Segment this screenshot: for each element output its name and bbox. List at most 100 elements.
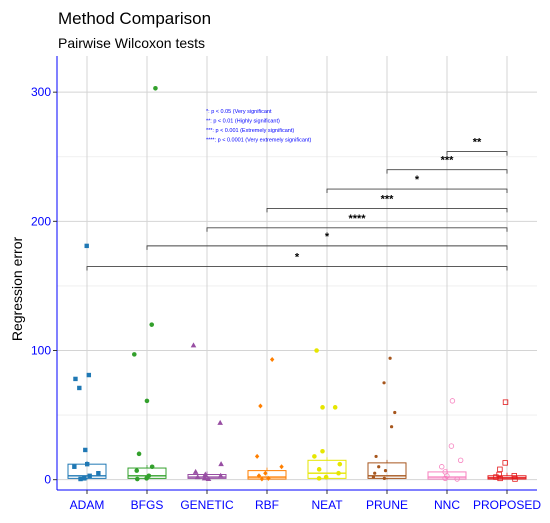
significance-legend-line: ***: p < 0.001 (Extremely significant) [206, 128, 294, 134]
comparison-bracket [326, 188, 508, 194]
data-point-rbf [254, 453, 260, 459]
data-point-bfgs [149, 464, 155, 470]
data-point-neat [316, 467, 322, 472]
data-point-nnc [457, 457, 464, 463]
data-point-genetic [202, 471, 209, 477]
data-point-bfgs [131, 352, 137, 357]
data-point-prune [383, 469, 388, 473]
data-point-neat [314, 348, 319, 353]
significance-legend-line: *: p < 0.05 (Very significant [206, 109, 272, 115]
x-tick-label: PRUNE [366, 498, 408, 512]
x-tick-label: GENETIC [180, 498, 234, 512]
significance-legend-line: **: p < 0.01 (Highly significant) [206, 119, 280, 125]
data-point-prune [374, 454, 378, 459]
comparison-label: *** [381, 193, 395, 205]
x-tick-label: NNC [434, 498, 460, 512]
axes: 0 100 200 300 ADAM BFGS GENETIC RBF NEAT PRUNE NNC… [31, 56, 541, 512]
significance-legend-line: ****: p < 0.0001 (Very extremely signifi… [206, 138, 311, 144]
data-point-prune [389, 425, 394, 429]
comparison-bracket [146, 245, 508, 250]
data-point-bfgs [149, 322, 155, 327]
data-point-neat [337, 461, 343, 467]
data-point-prune [388, 356, 392, 360]
comparison-bracket [266, 207, 508, 213]
x-tick-label: PROPOSED [473, 498, 541, 512]
data-point-nnc [439, 464, 445, 470]
comparison-label: *** [441, 155, 455, 167]
data-point-nnc [449, 398, 456, 404]
data-point-genetic [205, 476, 212, 482]
comparison-label: ** [473, 137, 482, 149]
data-point-adam [82, 476, 87, 481]
data-point-genetic [194, 474, 201, 480]
data-point-adam [78, 476, 83, 482]
data-point-bfgs [144, 476, 149, 481]
data-point-adam [87, 473, 92, 478]
data-point-nnc [442, 475, 448, 482]
data-point-prune [377, 465, 381, 469]
comparison-bracket [386, 169, 508, 174]
grid-lines [57, 56, 537, 490]
data-point-rbf [256, 473, 262, 479]
data-point-neat [320, 448, 325, 454]
chart-title: Method Comparison [58, 9, 211, 28]
data-point-prune [393, 410, 397, 415]
y-axis-label: Regression error [9, 237, 25, 342]
y-tick-label: 100 [31, 344, 51, 358]
data-point-rbf [266, 475, 271, 481]
comparison-brackets: *************** [86, 137, 508, 271]
data-point-proposed [512, 476, 518, 482]
data-point-bfgs [134, 476, 140, 482]
data-point-genetic [217, 419, 223, 425]
data-points [72, 85, 518, 482]
data-point-bfgs [136, 451, 142, 457]
data-point-proposed [502, 399, 509, 405]
data-point-prune [371, 475, 376, 479]
x-tick-label: ADAM [70, 498, 105, 512]
data-point-rbf [269, 357, 275, 363]
box-iqr [367, 462, 407, 479]
data-point-proposed [493, 474, 499, 480]
x-tick-label: BFGS [131, 498, 164, 512]
chart-subtitle: Pairwise Wilcoxon tests [58, 35, 205, 51]
data-point-adam [72, 464, 77, 469]
data-point-adam [83, 447, 88, 453]
data-point-neat [336, 470, 341, 476]
data-point-proposed [497, 475, 503, 482]
data-point-adam [73, 376, 78, 382]
y-tick-label: 0 [44, 473, 51, 487]
data-point-nnc [448, 443, 455, 449]
data-point-neat [332, 405, 338, 410]
data-point-bfgs [134, 468, 140, 473]
data-point-neat [323, 474, 329, 480]
y-tick-label: 300 [31, 85, 51, 99]
significance-legend: *: p < 0.05 (Very significant **: p < 0.0… [206, 109, 311, 144]
data-point-genetic [218, 461, 224, 467]
x-tick-label: RBF [255, 498, 279, 512]
x-tick-label: NEAT [311, 498, 343, 512]
data-point-prune [373, 471, 377, 475]
comparison-label: **** [348, 213, 366, 225]
data-point-adam [96, 471, 101, 476]
comparison-bracket [206, 227, 508, 232]
data-point-genetic [192, 468, 199, 474]
data-point-neat [320, 405, 325, 410]
data-point-rbf [263, 470, 268, 476]
data-point-proposed [511, 473, 517, 479]
data-point-bfgs [144, 398, 150, 404]
data-point-rbf [258, 403, 263, 409]
data-point-genetic [217, 472, 224, 478]
data-point-nnc [454, 476, 460, 482]
data-point-prune [382, 381, 386, 385]
comparison-bracket [86, 266, 508, 271]
data-point-neat [316, 476, 322, 481]
comparison-bracket [446, 151, 508, 156]
data-point-genetic [190, 342, 197, 348]
data-point-rbf [279, 464, 284, 470]
y-tick-label: 200 [31, 214, 51, 228]
comparison-label: * [295, 252, 300, 264]
data-point-adam [86, 372, 92, 378]
data-point-proposed [497, 466, 503, 473]
data-point-genetic [201, 475, 208, 481]
